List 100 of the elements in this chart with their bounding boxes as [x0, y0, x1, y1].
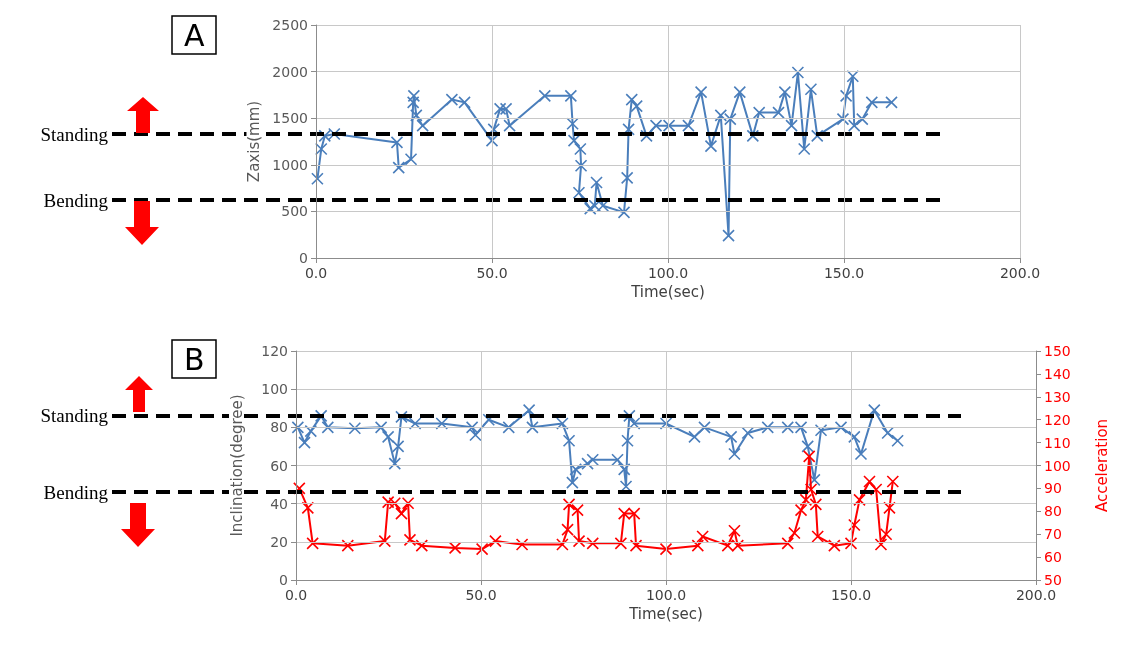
point [306, 537, 319, 550]
point [688, 430, 701, 444]
point [475, 542, 489, 556]
point [499, 102, 513, 116]
ref-line-label: Bending [43, 189, 109, 211]
y-tick-label: 2000 [272, 63, 308, 80]
x-tick-label: 100.0 [647, 265, 689, 281]
y-tick-label: 2500 [272, 17, 308, 33]
x-tick-label: 100.0 [645, 587, 687, 603]
point [724, 430, 738, 444]
point [314, 142, 328, 156]
y-tick-label: 0 [299, 250, 308, 266]
y-tick-label: 40 [270, 495, 288, 512]
point [567, 134, 581, 147]
point [811, 530, 824, 543]
point [809, 498, 823, 511]
point [374, 421, 388, 434]
point [869, 483, 883, 496]
x-tick-label: 150.0 [830, 587, 872, 603]
point [445, 93, 459, 106]
point [556, 417, 569, 430]
point [804, 83, 818, 96]
point [804, 483, 818, 496]
y2-tick-label: 90 [1044, 480, 1062, 497]
point [781, 421, 795, 434]
point [778, 85, 792, 99]
y2-tick-label: 60 [1044, 549, 1062, 566]
point [526, 421, 539, 434]
x-axis-title: Time(sec) [628, 605, 703, 624]
x-tick-label: 0.0 [304, 265, 328, 281]
point [659, 417, 673, 430]
point [489, 534, 502, 548]
point [395, 507, 408, 520]
x-tick-label: 50.0 [476, 265, 508, 281]
point [696, 530, 709, 543]
point [572, 534, 586, 548]
point [728, 524, 741, 538]
point [794, 503, 808, 517]
y-tick-label: 100 [261, 381, 288, 398]
x-tick-label: 200.0 [999, 265, 1041, 281]
point [588, 199, 602, 213]
point [879, 527, 893, 541]
y-axis-title: Zaxis(mm) [244, 100, 263, 183]
point [458, 96, 471, 109]
point [291, 421, 305, 434]
point [562, 498, 576, 511]
point [410, 109, 423, 122]
point [854, 447, 868, 461]
point [621, 434, 634, 447]
point [583, 202, 597, 215]
point [392, 161, 406, 174]
point [314, 409, 328, 423]
point [341, 539, 355, 552]
point [581, 457, 594, 470]
point [493, 102, 507, 116]
point [781, 537, 795, 550]
y2-tick-label: 130 [1044, 388, 1071, 405]
point [722, 229, 735, 242]
point [846, 69, 860, 83]
point [627, 507, 641, 520]
point [881, 426, 894, 440]
point [556, 538, 569, 551]
point [662, 119, 676, 132]
point [614, 537, 628, 550]
point [566, 476, 579, 489]
y-tick-label: 0 [279, 572, 288, 588]
point [381, 495, 395, 509]
chart-title: A [184, 17, 205, 53]
x-tick-label: 200.0 [1015, 587, 1057, 603]
point [834, 421, 848, 434]
y2-axis-title: Acceleration [1092, 418, 1111, 513]
y2-tick-label: 150 [1044, 343, 1071, 359]
point [408, 417, 422, 430]
point [848, 518, 861, 532]
point [794, 421, 808, 434]
x-tick-label: 50.0 [465, 587, 497, 603]
point [733, 85, 747, 99]
point [406, 96, 420, 109]
point [569, 463, 583, 476]
y-tick-label: 1500 [272, 110, 308, 127]
point [304, 424, 318, 438]
point [348, 421, 362, 435]
point [844, 537, 858, 550]
point [691, 539, 705, 552]
point [714, 109, 728, 122]
point [799, 493, 813, 507]
x-axis-title: Time(sec) [630, 283, 705, 302]
point [566, 117, 579, 131]
y2-tick-label: 140 [1044, 365, 1071, 382]
point [381, 430, 395, 444]
point [801, 440, 815, 453]
point [874, 538, 888, 551]
point [538, 89, 552, 103]
y2-tick-label: 110 [1044, 434, 1071, 451]
y-tick-label: 500 [281, 203, 308, 220]
point [586, 537, 600, 550]
point [698, 421, 711, 434]
point [391, 440, 405, 453]
point [848, 430, 861, 444]
point [503, 119, 516, 132]
